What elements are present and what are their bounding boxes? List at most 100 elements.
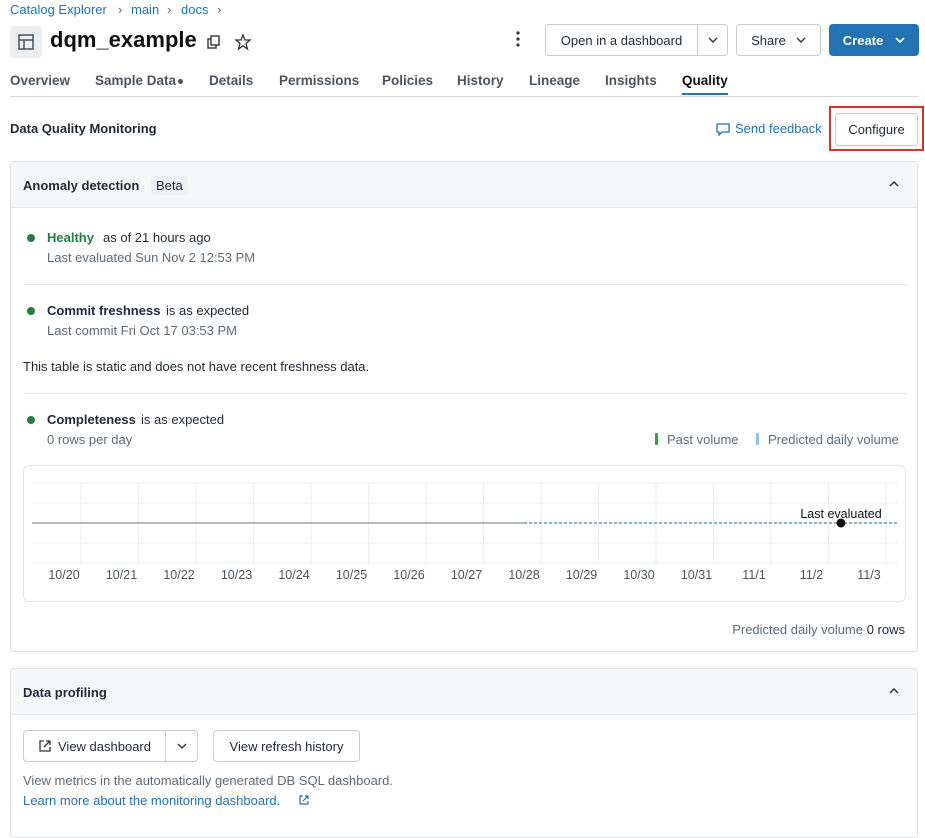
freshness-detail: Last commit Fri Oct 17 03:53 PM (47, 323, 238, 338)
kebab-menu[interactable] (512, 30, 524, 48)
x-tick-label: 10/28 (508, 568, 539, 582)
configure-button[interactable]: Configure (835, 113, 918, 146)
icon (18, 34, 34, 50)
legend-swatch (756, 433, 759, 445)
last-evaluated-marker (836, 518, 846, 528)
tab-divider (10, 96, 918, 97)
status-dot (27, 307, 35, 315)
separator (24, 393, 907, 394)
share-button[interactable]: Share (736, 24, 821, 56)
card-title: Anomaly detection (23, 178, 140, 193)
x-tick-label: 11/2 (800, 568, 823, 582)
feedback-icon (716, 123, 730, 137)
open-dashboard-button[interactable]: Open in a dashboard (545, 24, 698, 56)
collapse-icon[interactable] (889, 687, 899, 694)
tab[interactable]: Overview (10, 73, 71, 88)
x-tick-label: 10/30 (623, 568, 654, 582)
chevron (796, 37, 806, 43)
x-tick-label: 10/23 (221, 568, 252, 582)
anomaly-card: Anomaly detection Beta Healthy as of 21 … (10, 161, 918, 652)
button-label: Create (842, 32, 884, 48)
table-icon (10, 26, 42, 58)
x-tick-label: 10/21 (106, 568, 137, 582)
create-button[interactable]: Create (829, 24, 919, 56)
chart-frame: 10/20 10/21 10/22 10/23 10/24 10/25 10/26 10/27… (23, 465, 906, 602)
chart: 10/20 10/21 10/22 10/23 10/24 10/25 10/26 10/27… (32, 482, 898, 582)
freshness-name: Commit freshness (47, 303, 161, 318)
external-icon (39, 740, 51, 752)
freshness-suffix: is as expected (166, 303, 250, 318)
chevron (177, 743, 186, 749)
dropdown-button[interactable] (697, 24, 728, 56)
tab[interactable]: Sample Data (95, 73, 177, 88)
tab[interactable]: Lineage (529, 73, 581, 88)
health-suffix: as of 21 hours ago (103, 230, 211, 245)
button-label: Configure (848, 122, 905, 137)
card-title: Data profiling (23, 685, 107, 700)
body: Catalog Explorer › main › docs › dqm_exa… (10, 2, 924, 838)
breadcrumb-sep: › (217, 2, 222, 17)
legend-label: Past volume (667, 432, 739, 447)
x-tick-label: 10/31 (681, 568, 712, 582)
profiling-card: Data profiling View dashboard View refre… (10, 668, 918, 838)
x-tick-label: 10/22 (163, 568, 194, 582)
x-tick-label: 10/29 (566, 568, 597, 582)
card-header: Data profiling (11, 669, 917, 715)
chevron (895, 37, 905, 43)
x-tick-label: 11/1 (742, 568, 765, 582)
button-label: Open in a dashboard (560, 32, 683, 48)
health-detail: Last evaluated Sun Nov 2 12:53 PM (47, 250, 256, 265)
completeness-suffix: is as expected (141, 412, 225, 427)
x-tick-label: 10/27 (451, 568, 482, 582)
legend-swatch (655, 433, 658, 445)
chevron (708, 37, 717, 43)
footer-label: Predicted daily volume (732, 622, 863, 637)
completeness-detail: 0 rows per day (47, 432, 133, 447)
x-tick-label: 10/26 (393, 568, 424, 582)
x-tick-label: 10/25 (336, 568, 367, 582)
health-status: Healthy (47, 230, 94, 245)
dropdown-button[interactable] (165, 730, 198, 762)
page: dqm_example {"breadcrumb": ["Catalog Exp… (10, 2, 924, 838)
copy-icon[interactable] (206, 34, 222, 50)
tab[interactable]: Details (209, 73, 254, 88)
status-dot (27, 416, 35, 424)
refresh-history-button[interactable]: View refresh history (213, 730, 360, 762)
star-icon[interactable] (234, 33, 252, 51)
tab[interactable]: Quality (682, 73, 728, 95)
tab[interactable]: History (457, 73, 504, 88)
breadcrumb-item[interactable]: docs (181, 2, 209, 17)
x-tick-label: 10/24 (278, 568, 309, 582)
annotation: Last evaluated (800, 507, 881, 521)
breadcrumb-item[interactable]: main (131, 2, 160, 17)
collapse-icon[interactable] (889, 180, 899, 187)
separator (24, 284, 907, 285)
breadcrumb-sep: › (167, 2, 172, 17)
card-header: Anomaly detection Beta (11, 162, 917, 208)
tab[interactable]: Policies (382, 73, 434, 88)
profiling-link[interactable]: Learn more about the monitoring dashboar… (23, 793, 281, 808)
freshness-note: This table is static and does not have r… (23, 359, 370, 374)
x-tick-label: 10/20 (48, 568, 79, 582)
feedback-link[interactable]: Send feedback (735, 121, 822, 136)
view-dashboard-button[interactable]: View dashboard (23, 730, 166, 762)
section-title: Data Quality Monitoring (10, 121, 157, 136)
page-title: dqm_example (50, 27, 197, 52)
legend-label: Predicted daily volume (768, 432, 899, 447)
highlight-box (829, 106, 924, 151)
breadcrumb-sep: › (118, 2, 123, 17)
x-tick-label: 11/3 (857, 568, 880, 582)
profiling-text: View metrics in the automatically genera… (23, 773, 393, 788)
status-dot (27, 234, 35, 242)
button-label: View refresh history (229, 738, 344, 754)
breadcrumb-item[interactable]: Catalog Explorer (10, 2, 107, 17)
completeness-name: Completeness (47, 412, 136, 427)
beta-badge: Beta (151, 176, 188, 195)
tab[interactable]: Permissions (279, 73, 360, 88)
button-label: Share (751, 32, 786, 48)
tab[interactable]: Insights (605, 73, 657, 88)
footer-value: 0 rows (866, 622, 905, 637)
button-label: View dashboard (58, 738, 151, 754)
external-icon (299, 795, 309, 805)
tab-dot (178, 79, 183, 84)
